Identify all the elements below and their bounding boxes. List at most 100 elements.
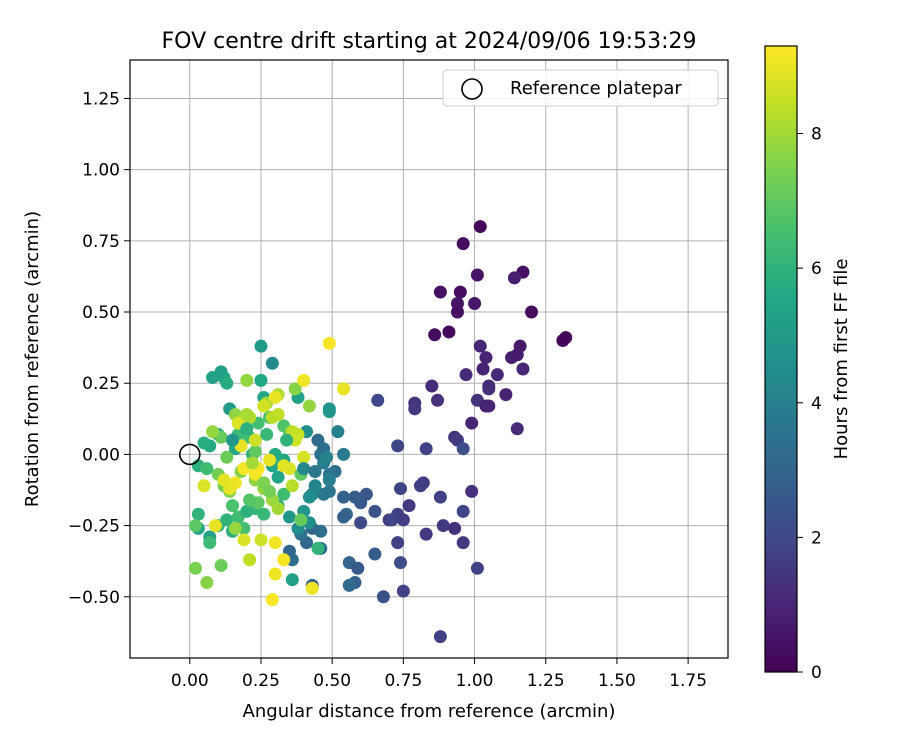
data-point <box>243 493 257 507</box>
data-point <box>197 436 211 450</box>
data-point <box>226 433 240 447</box>
data-point <box>433 630 447 644</box>
colorbar-tick-label: 2 <box>811 528 822 548</box>
data-point <box>265 593 279 607</box>
data-point <box>280 433 294 447</box>
data-point <box>263 453 277 467</box>
data-point <box>308 464 322 478</box>
data-point <box>277 459 291 473</box>
data-point <box>257 399 271 413</box>
data-point <box>413 479 427 493</box>
data-point <box>391 536 405 550</box>
x-tick-label: 0.50 <box>313 671 351 691</box>
data-point <box>240 408 254 422</box>
colorbar-gradient <box>764 45 798 673</box>
x-tick-label: 1.50 <box>598 671 636 691</box>
data-point <box>476 362 490 376</box>
data-point <box>297 373 311 387</box>
colorbar-tick-label: 4 <box>811 394 822 414</box>
data-point <box>228 521 242 535</box>
plot-frame <box>129 59 729 659</box>
data-point <box>203 536 217 550</box>
data-point <box>248 433 262 447</box>
data-point <box>257 507 271 521</box>
data-point <box>208 519 222 533</box>
data-point <box>297 462 311 476</box>
data-point <box>271 408 285 422</box>
data-point <box>217 473 231 487</box>
data-point <box>254 339 268 353</box>
data-point <box>294 513 308 527</box>
data-point <box>220 376 234 390</box>
data-point <box>197 479 211 493</box>
colorbar-tick-label: 8 <box>811 125 822 145</box>
data-point <box>456 442 470 456</box>
data-point <box>456 536 470 550</box>
data-point <box>237 533 251 547</box>
data-point <box>240 373 254 387</box>
y-tick-label: 0.75 <box>82 232 120 252</box>
data-point <box>391 439 405 453</box>
colorbar-tick-label: 0 <box>811 663 822 683</box>
data-point <box>311 541 325 555</box>
colorbar-tick-label: 6 <box>811 259 822 279</box>
data-point <box>302 490 316 504</box>
data-point <box>394 556 408 570</box>
data-point <box>282 510 296 524</box>
data-point <box>200 576 214 590</box>
data-point <box>354 516 368 530</box>
data-point <box>268 536 282 550</box>
data-point <box>277 553 291 567</box>
data-point <box>206 371 220 385</box>
data-point <box>425 379 439 393</box>
data-point <box>337 382 351 396</box>
data-point <box>337 490 351 504</box>
data-point <box>436 519 450 533</box>
data-point <box>385 513 399 527</box>
data-point <box>396 513 410 527</box>
data-point <box>465 484 479 498</box>
y-tick-label: 1.00 <box>82 161 120 181</box>
x-axis-label: Angular distance from reference (arcmin) <box>243 701 616 722</box>
data-points <box>188 220 573 644</box>
data-point <box>479 351 493 365</box>
data-point <box>220 513 234 527</box>
data-point <box>245 456 259 470</box>
data-point <box>442 325 456 339</box>
data-point <box>456 504 470 518</box>
data-point <box>342 578 356 592</box>
data-point <box>268 567 282 581</box>
data-point <box>260 427 274 441</box>
data-point <box>319 450 333 464</box>
y-axis: −0.50 −0.25 0.00 0.25 0.50 0.75 1.00 1.25 <box>68 89 130 608</box>
data-point <box>433 490 447 504</box>
data-point <box>499 388 513 402</box>
legend-box <box>442 69 719 107</box>
data-point <box>188 519 202 533</box>
data-point <box>376 590 390 604</box>
data-point <box>322 336 336 350</box>
data-point <box>322 402 336 416</box>
y-tick-label: 1.25 <box>82 89 120 109</box>
x-tick-label: 1.00 <box>456 671 494 691</box>
data-point <box>322 473 336 487</box>
data-point <box>419 442 433 456</box>
x-tick-label: 0.25 <box>242 671 280 691</box>
data-point <box>408 402 422 416</box>
data-point <box>200 462 214 476</box>
data-point <box>448 521 462 535</box>
data-point <box>191 507 205 521</box>
data-point <box>348 490 362 504</box>
data-point <box>271 470 285 484</box>
data-point <box>465 416 479 430</box>
data-point <box>368 547 382 561</box>
data-point <box>254 373 268 387</box>
data-point <box>248 445 262 459</box>
x-tick-label: 0.00 <box>171 671 209 691</box>
colorbar: 0 2 4 6 8 Hours from first FF file <box>764 45 852 683</box>
reference-platepar-marker <box>179 443 201 466</box>
x-tick-label: 1.25 <box>527 671 565 691</box>
data-point <box>288 382 302 396</box>
